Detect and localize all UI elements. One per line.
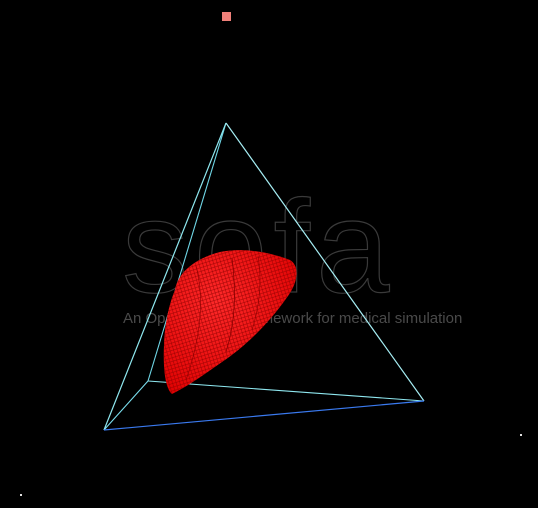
liver-mesh[interactable]	[163, 250, 297, 394]
vertex-point	[20, 494, 22, 496]
tetrahedron-front-edges	[103, 122, 425, 431]
scene-marker-point[interactable]	[222, 12, 231, 21]
vertex-point	[520, 434, 522, 436]
tetrahedron-back-edges	[103, 122, 425, 431]
